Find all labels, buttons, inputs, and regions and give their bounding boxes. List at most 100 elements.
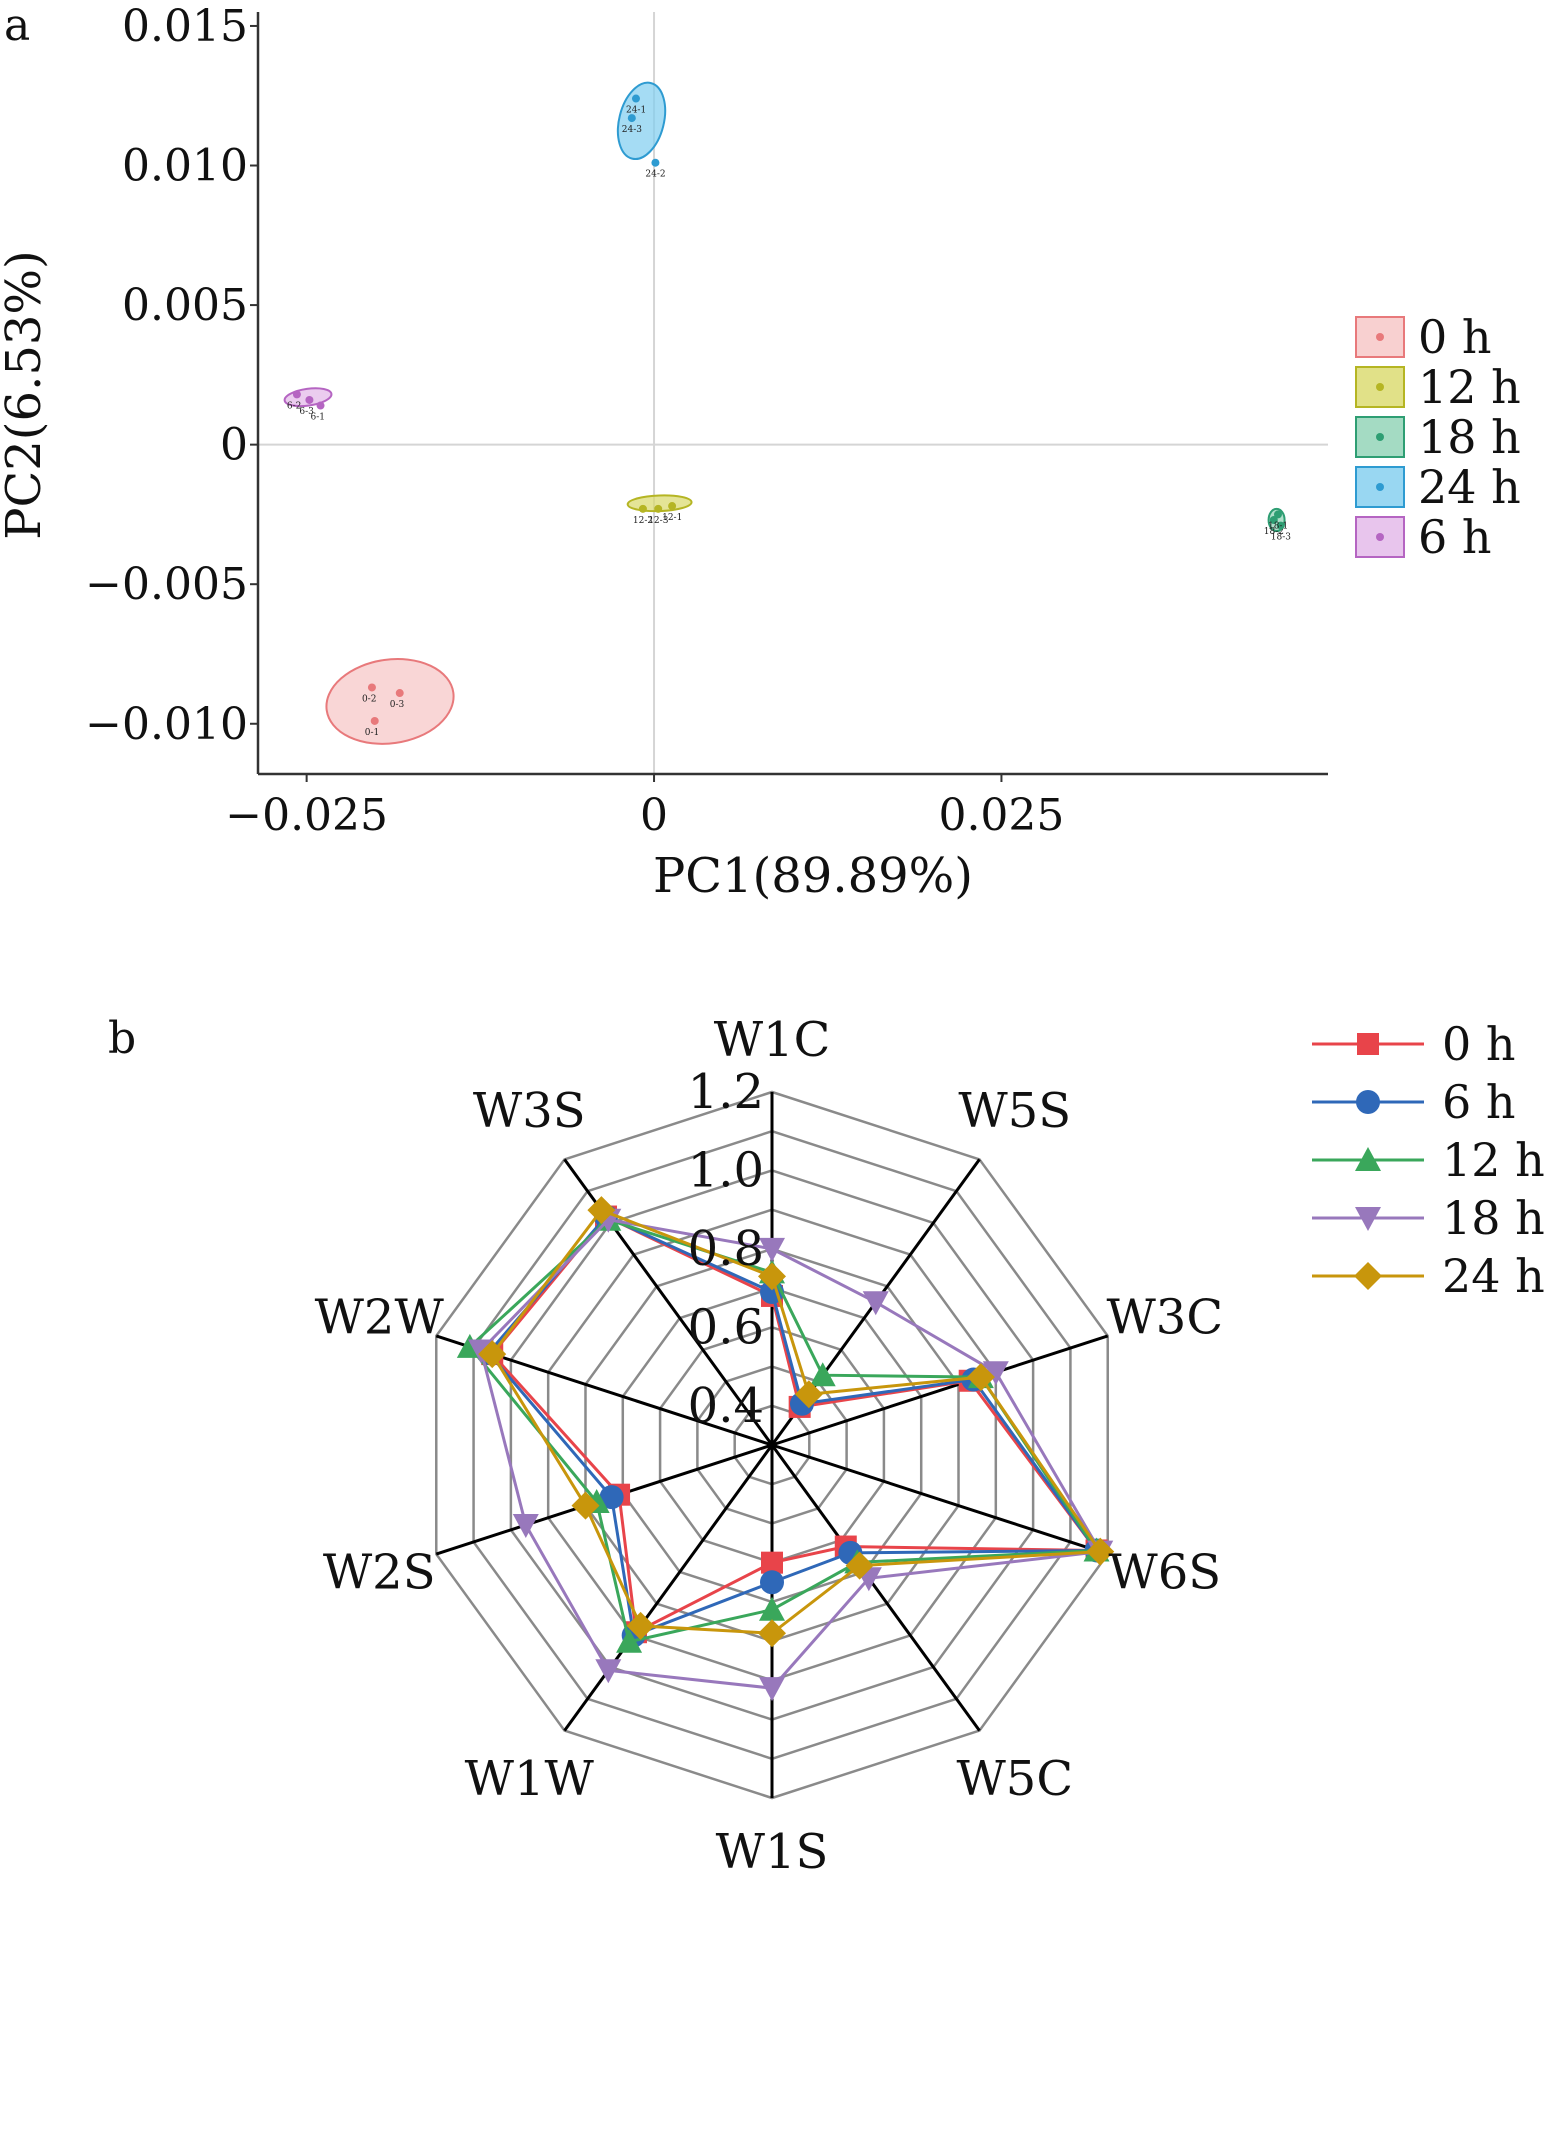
radar-legend-marker bbox=[1357, 1033, 1379, 1055]
pca-point-18h bbox=[1276, 521, 1285, 530]
radar-spoke bbox=[770, 1444, 981, 1732]
radar-point bbox=[759, 1237, 785, 1262]
pca-point-6h bbox=[316, 401, 325, 410]
pca-point-label: 6-2 bbox=[287, 401, 302, 411]
radar-axis-label: W3S bbox=[473, 1083, 586, 1139]
radar-point bbox=[571, 1491, 600, 1520]
pca-legend-label: 24 h bbox=[1418, 460, 1521, 514]
pca-tick-labels: −0.025 0 0.025 0.015 0.010 0.005 0 −0.005 −0.010 bbox=[85, 1, 1064, 841]
pca-point-label: 12-2 bbox=[633, 516, 653, 526]
radar-axis-label: W1W bbox=[465, 1751, 595, 1807]
radar-series-18h bbox=[468, 1208, 1114, 1702]
radar-axis-label: W1S bbox=[716, 1824, 829, 1880]
pca-legend: 0 h12 h18 h24 h6 h bbox=[1355, 310, 1521, 564]
radar-point bbox=[759, 1677, 785, 1702]
radar-radial-tick-label: 1.2 bbox=[688, 1064, 764, 1120]
radar-radial-tick-label: 0.4 bbox=[688, 1378, 764, 1434]
radar-point bbox=[759, 1596, 785, 1621]
radar-legend-label: 0 h bbox=[1442, 1017, 1516, 1071]
pca-point-label: 24-1 bbox=[626, 106, 646, 116]
pca-point-label: 24-3 bbox=[622, 125, 642, 135]
pca-point-6h bbox=[305, 395, 314, 404]
pca-legend-label: 6 h bbox=[1418, 510, 1492, 564]
radar-legend-marker bbox=[1355, 1207, 1381, 1231]
radar-point bbox=[626, 1611, 655, 1640]
pca-point-label: 0-3 bbox=[390, 700, 405, 710]
pca-legend-dot bbox=[1376, 333, 1384, 341]
radar-legend-label: 6 h bbox=[1442, 1075, 1516, 1129]
radar-axis-label: W3C bbox=[1106, 1289, 1223, 1345]
pca-point-label: 18-2 bbox=[1264, 527, 1284, 537]
radar-point bbox=[966, 1363, 995, 1392]
radar-point bbox=[478, 1340, 507, 1369]
radar-series-24h bbox=[478, 1196, 1115, 1648]
radar-point bbox=[845, 1551, 874, 1580]
radar-point bbox=[982, 1361, 1009, 1386]
radar-axis-label: W2W bbox=[315, 1289, 445, 1345]
radar-legend: 0 h6 h12 h18 h24 h bbox=[1312, 1017, 1545, 1303]
radar-axis-label: W5S bbox=[958, 1083, 1071, 1139]
pca-point-12h bbox=[668, 502, 677, 511]
radar-point bbox=[1086, 1537, 1115, 1566]
panel-a-label: a bbox=[4, 0, 30, 51]
pca-point-label: 24-2 bbox=[645, 170, 665, 180]
pca-legend-dot bbox=[1376, 533, 1384, 541]
pca-point-0h bbox=[367, 683, 376, 692]
radar-spoke bbox=[771, 1334, 1109, 1447]
radar-point bbox=[616, 1628, 643, 1653]
pca-y-tick-label: −0.005 bbox=[85, 559, 248, 610]
radar-axis-label: W6S bbox=[1108, 1545, 1221, 1601]
pca-point-24h bbox=[631, 94, 640, 103]
pca-point-label: 18-3 bbox=[1271, 533, 1291, 543]
radar-point bbox=[587, 1196, 616, 1225]
radar-point bbox=[761, 1551, 783, 1574]
pca-y-tick-label: −0.010 bbox=[85, 699, 248, 750]
pca-axes bbox=[250, 12, 1328, 782]
radar-legend-label: 24 h bbox=[1442, 1249, 1545, 1303]
panel-b-label: b bbox=[108, 1013, 136, 1064]
pca-point-label: 0-2 bbox=[362, 694, 377, 704]
pca-y-tick-label: 0 bbox=[220, 420, 248, 471]
pca-x-tick-label: −0.025 bbox=[225, 790, 388, 841]
radar-point bbox=[758, 1619, 786, 1648]
radar-point bbox=[794, 1380, 823, 1409]
radar-legend-label: 12 h bbox=[1442, 1133, 1545, 1187]
radar-legend-marker bbox=[1354, 1262, 1382, 1290]
radar-spoke bbox=[771, 1443, 1109, 1556]
pca-point-18h bbox=[1269, 516, 1278, 524]
radar-axis-label: W1C bbox=[714, 1012, 831, 1068]
pca-legend-label: 12 h bbox=[1418, 360, 1521, 414]
radar-axis-label: W2S bbox=[323, 1545, 436, 1601]
pca-x-axis-label: PC1(89.89%) bbox=[653, 848, 973, 904]
pca-y-axis-label: PC2(6.53%) bbox=[0, 250, 52, 540]
pca-point-6h bbox=[292, 390, 301, 399]
radar-chart: b 0.4 0.6 0.8 1.0 1.2 W1C W5S W3C W6S W5C W1S W1W W… bbox=[108, 1012, 1545, 1880]
pca-legend-label: 0 h bbox=[1418, 310, 1492, 364]
pca-scatter-chart: a 0-2 0-3 0-1 12-212-312-1 18-218-3 18-1 24-1 2… bbox=[0, 0, 1521, 904]
pca-point-label: 18-1 bbox=[1268, 521, 1288, 531]
radar-legend-marker bbox=[1356, 1090, 1380, 1114]
pca-legend-dot bbox=[1376, 483, 1384, 491]
radar-point bbox=[595, 1659, 622, 1684]
radar-point bbox=[760, 1570, 784, 1595]
pca-point-label: 0-1 bbox=[365, 728, 380, 738]
pca-point-24h bbox=[651, 158, 660, 167]
radar-axis-label: W5C bbox=[956, 1751, 1073, 1807]
pca-point-12h bbox=[654, 504, 663, 513]
pca-points: 0-2 0-3 0-1 12-212-312-1 18-218-3 18-1 24-1 24-… bbox=[287, 94, 1291, 738]
pca-point-label: 12-3 bbox=[648, 516, 668, 526]
pca-point-24h bbox=[627, 114, 636, 123]
radar-point bbox=[758, 1262, 786, 1291]
pca-point-18h bbox=[1273, 510, 1282, 519]
pca-y-tick-label: 0.005 bbox=[122, 280, 248, 331]
radar-spoke bbox=[563, 1444, 774, 1732]
radar-radial-tick-labels: 0.4 0.6 0.8 1.0 1.2 bbox=[688, 1064, 764, 1434]
radar-legend-marker bbox=[1355, 1147, 1381, 1171]
pca-point-0h bbox=[370, 716, 379, 725]
radar-series bbox=[456, 1196, 1115, 1702]
radar-radial-tick-label: 0.8 bbox=[688, 1221, 764, 1277]
radar-radial-tick-label: 1.0 bbox=[688, 1142, 764, 1198]
radar-radial-tick-label: 0.6 bbox=[688, 1299, 764, 1355]
pca-zero-lines bbox=[258, 12, 1328, 774]
